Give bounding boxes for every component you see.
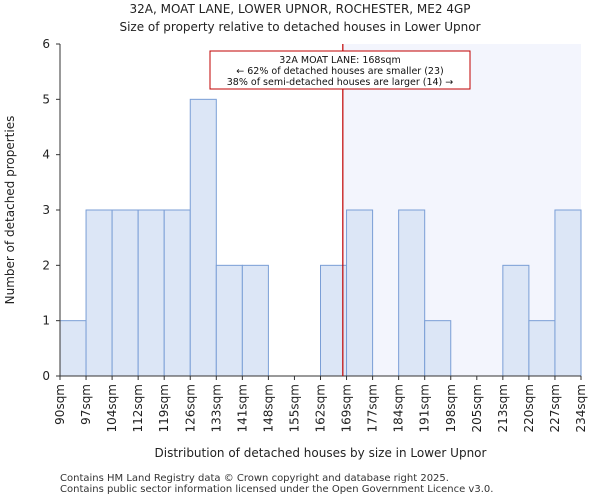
y-tick-label: 3: [42, 203, 50, 217]
x-tick-label: 97sqm: [79, 384, 93, 425]
x-tick-label: 112sqm: [131, 384, 145, 432]
annotation-line-1: 32A MOAT LANE: 168sqm: [279, 55, 400, 66]
histogram-bar: [59, 320, 87, 377]
histogram-chart: 0 1 2 3 4 5 6 90sqm 97sqm 104sqm 112sqm 119sqm 126s…: [3, 37, 588, 460]
x-tick-label: 191sqm: [418, 384, 432, 432]
y-tick-label: 1: [42, 314, 50, 328]
x-tick-label: 234sqm: [574, 384, 588, 432]
x-tick-label: 205sqm: [470, 384, 484, 432]
chart-subtitle: Size of property relative to detached ho…: [119, 20, 481, 34]
histogram-bar: [320, 264, 348, 377]
x-tick-label: 184sqm: [392, 384, 406, 432]
x-tick-label: 213sqm: [496, 384, 510, 432]
x-tick-label: 133sqm: [209, 384, 223, 432]
y-tick-label: 4: [42, 148, 50, 162]
histogram-bar: [424, 320, 452, 377]
x-tick-label: 155sqm: [287, 384, 301, 432]
histogram-bar: [528, 320, 556, 377]
footer-licence: Contains public sector information licen…: [60, 484, 494, 495]
histogram-bar: [215, 264, 243, 377]
x-tick-label: 177sqm: [366, 384, 380, 432]
y-tick-label: 5: [42, 92, 50, 106]
y-tick-label: 0: [42, 369, 50, 383]
x-tick-label: 227sqm: [548, 384, 562, 432]
footer-copyright: Contains HM Land Registry data © Crown c…: [60, 473, 449, 484]
x-tick-label: 162sqm: [314, 384, 328, 432]
histogram-bar: [554, 209, 582, 377]
annotation-line-3: 38% of semi-detached houses are larger (…: [227, 77, 454, 88]
annotation-box: [209, 50, 471, 90]
x-tick-label: 141sqm: [235, 384, 249, 432]
histogram-bar: [346, 209, 374, 377]
chart-title: 32A, MOAT LANE, LOWER UPNOR, ROCHESTER, …: [129, 2, 471, 16]
histogram-bar: [502, 264, 530, 377]
histogram-bar: [137, 209, 165, 377]
x-tick-label: 119sqm: [157, 384, 171, 432]
histogram-bar: [189, 98, 217, 377]
marker-annotation: 32A MOAT LANE: 168sqm ← 62% of detached …: [209, 50, 471, 90]
x-axis-label: Distribution of detached houses by size …: [155, 446, 487, 460]
histogram-bar: [163, 209, 191, 377]
histogram-bar: [241, 264, 269, 377]
histogram-bar: [111, 209, 139, 377]
y-tick-label: 6: [42, 37, 50, 51]
x-tick-label: 148sqm: [261, 384, 275, 432]
annotation-line-2: ← 62% of detached houses are smaller (23…: [236, 66, 443, 77]
x-tick-label: 198sqm: [444, 384, 458, 432]
histogram-bar: [85, 209, 113, 377]
x-tick-label: 220sqm: [522, 384, 536, 432]
y-tick-label: 2: [42, 258, 50, 272]
x-tick-label: 90sqm: [53, 384, 67, 425]
histogram-bar: [398, 209, 426, 377]
x-tick-label: 169sqm: [340, 384, 354, 432]
y-axis-label: Number of detached properties: [3, 116, 17, 305]
x-tick-label: 104sqm: [105, 384, 119, 432]
x-tick-label: 126sqm: [183, 384, 197, 432]
